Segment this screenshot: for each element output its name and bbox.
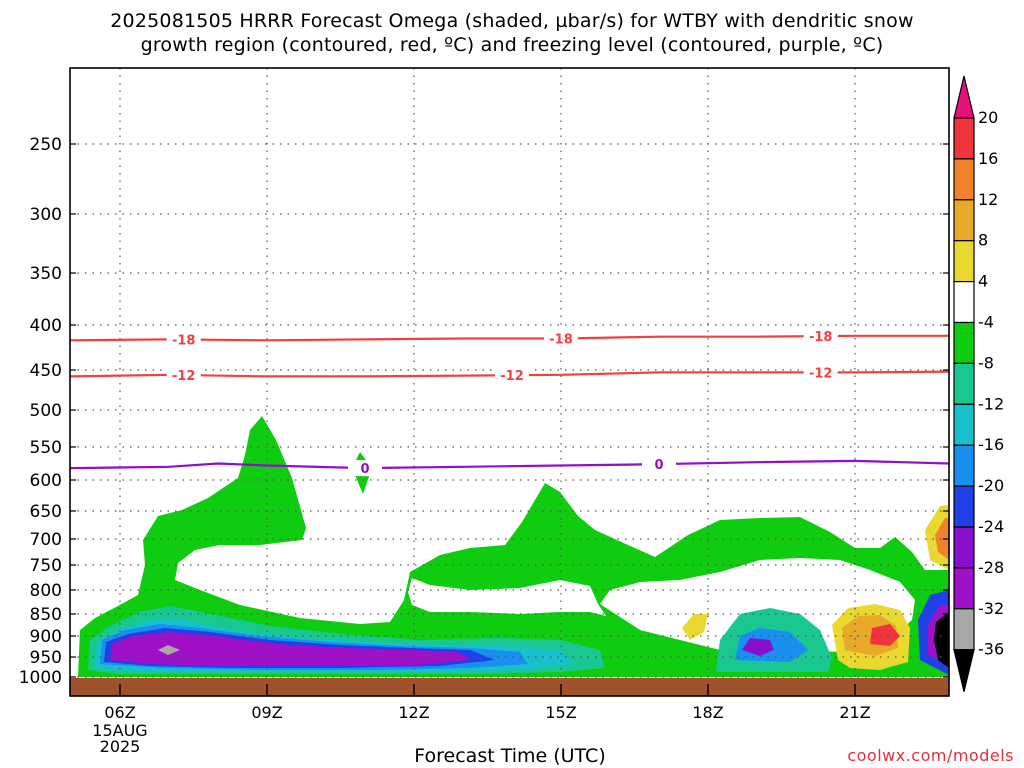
ground-layer — [70, 678, 949, 696]
contour-label-bg-2-0 — [348, 460, 382, 477]
y-tick-label-400: 400 — [30, 316, 62, 336]
omega-shading — [78, 416, 949, 677]
contour-label-bg-0-2 — [803, 328, 838, 345]
y-tick-label-750: 750 — [30, 556, 62, 576]
y-tick-label-600: 600 — [30, 471, 62, 491]
colorbar-label-10: -24 — [978, 517, 1004, 536]
colorbar-swatch-12 — [953, 608, 975, 651]
y-tick-label-350: 350 — [30, 264, 62, 284]
colorbar-swatch-5 — [953, 321, 975, 365]
contour-label-2-0: 0 — [360, 462, 369, 477]
x-tick-label-15Z: 15Z — [545, 703, 576, 722]
contour-label-1-0: -12 — [172, 369, 196, 384]
omega-ascent-21z-mid — [842, 615, 898, 656]
colorbar-swatch-9 — [953, 485, 975, 528]
contour-label-bg-0-1 — [544, 330, 578, 347]
colorbar-swatch-10 — [953, 526, 975, 569]
colorbar-label-12: -32 — [978, 599, 1004, 618]
omega-ascent-23z-core — [935, 518, 949, 560]
colorbar: 20 16 12 8 4 -4 -8 -12 -16 -20 -24 -28 -32 -36 — [953, 75, 1004, 692]
contour-label-0-0: -18 — [172, 334, 196, 349]
omega-ascent-18z — [682, 614, 708, 640]
y-tick-label-450: 450 — [30, 361, 62, 381]
y-tick-label-1000: 1000 — [19, 668, 62, 688]
credit-link[interactable]: coolwx.com/models — [847, 746, 1014, 765]
y-tick-label-250: 250 — [30, 135, 62, 155]
y-tick-label-950: 950 — [30, 648, 62, 668]
colorbar-swatch-7 — [953, 403, 975, 446]
contour-label-bg-1-2 — [803, 364, 838, 381]
y-tick-label-300: 300 — [30, 205, 62, 225]
omega-cell-19z-center — [742, 638, 774, 656]
contour-label-0-2: -18 — [809, 330, 833, 345]
x-tick-label-21Z: 21Z — [839, 703, 870, 722]
colorbar-swatch-1 — [953, 158, 975, 201]
contour-label-bg-2-1 — [642, 456, 676, 473]
y-tick-label-550: 550 — [30, 438, 62, 458]
omega-strongest-descent — [110, 632, 470, 666]
y-tick-label-800: 800 — [30, 581, 62, 601]
colorbar-swatch-0 — [953, 117, 975, 160]
contour-label-0-1: -18 — [549, 333, 573, 348]
y-tick-label-900: 900 — [30, 627, 62, 647]
contour-label-1-1: -12 — [500, 369, 524, 384]
x-sublabel-1: 2025 — [100, 737, 141, 756]
ground-bar — [70, 678, 949, 696]
colorbar-label-7: -12 — [978, 394, 1004, 413]
y-tick-label-700: 700 — [30, 530, 62, 550]
y-tick-label-850: 850 — [30, 605, 62, 625]
x-tick-label-09Z: 09Z — [251, 703, 282, 722]
x-sublabel-0: 15AUG — [92, 721, 147, 740]
x-tick-label-06Z: 06Z — [104, 703, 135, 722]
colorbar-label-13: -36 — [978, 640, 1004, 659]
colorbar-label-0: 20 — [978, 108, 998, 127]
contour-lines: -18 -18 -18 -12 -12 -12 0 0 — [69, 328, 950, 477]
x-axis-label: Forecast Time (UTC) — [414, 745, 606, 767]
colorbar-swatch-3 — [953, 240, 975, 283]
omega-edge-extreme — [934, 612, 949, 668]
colorbar-bottom-arrow — [953, 649, 975, 692]
colorbar-label-5: -4 — [978, 313, 994, 332]
colorbar-top-arrow — [953, 75, 975, 119]
contour-label-bg-1-1 — [495, 367, 529, 384]
x-tick-label-18Z: 18Z — [692, 703, 723, 722]
x-tick-label-12Z: 12Z — [398, 703, 429, 722]
y-tick-label-650: 650 — [30, 502, 62, 522]
colorbar-label-1: 16 — [978, 149, 998, 168]
colorbar-swatch-4 — [953, 281, 975, 324]
colorbar-label-8: -16 — [978, 435, 1004, 454]
contour-label-2-1: 0 — [654, 458, 663, 473]
colorbar-label-11: -28 — [978, 558, 1004, 577]
omega-neutral-gap — [408, 578, 606, 616]
colorbar-swatch-8 — [953, 444, 975, 487]
contour-label-bg-1-0 — [166, 367, 201, 384]
colorbar-swatch-2 — [953, 199, 975, 242]
omega-ascent-21z-core — [870, 624, 900, 646]
colorbar-label-6: -8 — [978, 353, 994, 372]
contour-line-2 — [69, 459, 950, 470]
colorbar-swatch-11 — [953, 567, 975, 610]
contour-label-bg-0-0 — [166, 331, 201, 348]
colorbar-label-4: 4 — [978, 272, 988, 291]
y-axis-ticks: 2503003504004505005506006507007508008509… — [19, 135, 949, 688]
colorbar-label-3: 8 — [978, 231, 988, 250]
omega-peak-descent — [158, 645, 180, 655]
colorbar-label-2: 12 — [978, 190, 998, 209]
colorbar-swatch-6 — [953, 362, 975, 405]
contour-label-1-2: -12 — [809, 366, 833, 381]
chart-title-line-1: 2025081505 HRRR Forecast Omega (shaded, … — [110, 10, 914, 32]
y-tick-label-500: 500 — [30, 401, 62, 421]
colorbar-label-9: -20 — [978, 476, 1004, 495]
chart-title-line-2: growth region (contoured, red, ºC) and f… — [140, 34, 884, 56]
plot-frame — [69, 67, 950, 697]
